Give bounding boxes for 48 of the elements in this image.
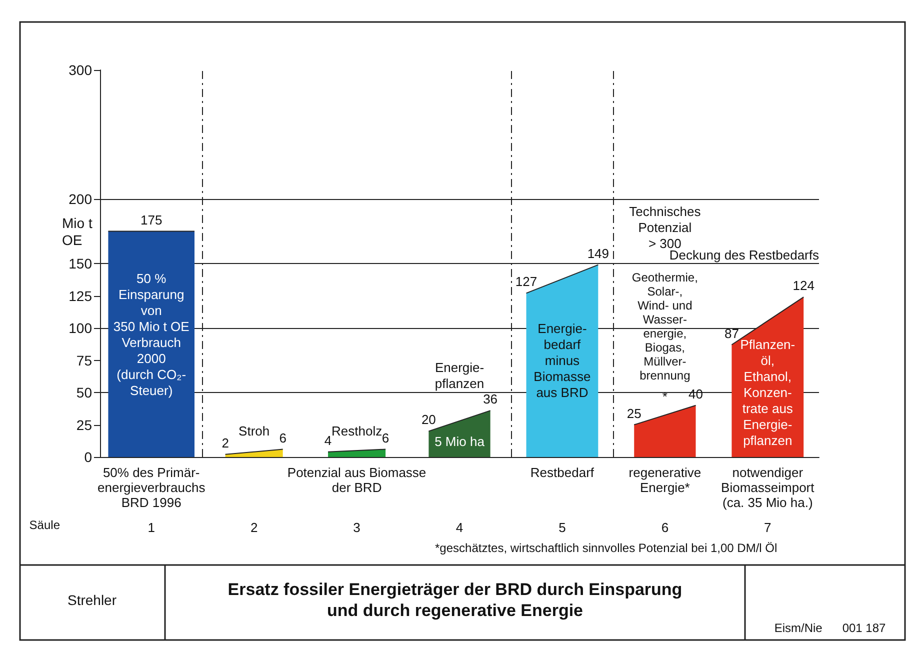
annotation: Energie- bedarf minus Biomasse aus BRD <box>534 320 591 400</box>
y-tick-label: 75 <box>76 352 92 368</box>
data-label: 4 <box>324 432 332 448</box>
data-label: 149 <box>587 246 610 261</box>
y-tick-label: 100 <box>68 320 92 336</box>
data-label: 87 <box>724 326 739 341</box>
annotation: Energie- pflanzen <box>434 360 484 392</box>
x-tick-label: 2 <box>250 520 258 535</box>
text: *geschätztes, wirtschaftlich sinnvolles Potenzial bei 1,00 DM/l Öl <box>435 541 778 555</box>
x-tick-label: 4 <box>456 520 464 535</box>
annotation: 5 Mio ha <box>434 434 486 450</box>
text: Potenzial aus Biomasse der BRD <box>287 465 426 495</box>
annotation: Geothermie, Solar-, Wind- und Wasser- energie, Biogas, Müllver- brennung <box>632 270 698 383</box>
data-label: 6 <box>279 430 286 446</box>
data-label: 36 <box>483 392 498 407</box>
text: Restbedarf <box>530 465 594 480</box>
data-label: 127 <box>515 274 538 290</box>
annotation: Stroh <box>238 424 270 439</box>
annotation: 50 % Einsparung von 350 Mio t OE Verbrauch 2000 (durch CO₂- Steuer) <box>113 270 190 398</box>
x-axis-title: Säule <box>29 518 60 532</box>
text: notwendiger Biomasseimport (ca. 35 Mio ha.) <box>721 465 815 510</box>
x-tick-label: 5 <box>558 520 566 535</box>
annotation: * <box>662 388 668 404</box>
data-label: 2 <box>222 435 229 450</box>
annotation: Restholz <box>331 424 382 439</box>
data-label: 124 <box>792 278 814 294</box>
data-label: 6 <box>382 430 390 446</box>
y-tick-label: 0 <box>84 449 92 465</box>
y-tick-label: 25 <box>76 416 92 433</box>
text: regenerative Energie* <box>628 465 702 495</box>
x-tick-label: 7 <box>764 520 772 535</box>
y-tick-label: 50 <box>76 384 92 400</box>
x-tick-label: 1 <box>148 520 155 535</box>
y-tick-label: 125 <box>68 288 92 304</box>
data-label: 20 <box>421 412 436 428</box>
y-tick-label: 200 <box>68 191 92 207</box>
data-label: 25 <box>626 406 642 421</box>
y-tick-label: 300 <box>68 62 92 78</box>
annotation: Pflanzen- öl, Ethanol, Konzen- trate aus Energie- pflanzen <box>740 337 796 448</box>
y-axis-title: Mio t OE <box>62 214 92 248</box>
y-tick-label: 150 <box>68 256 92 272</box>
x-tick-label: 3 <box>353 520 360 535</box>
text: Strehler <box>67 592 117 608</box>
text: 50% des Primär- energieverbrauchs BRD 1996 <box>98 465 206 510</box>
text: Ersatz fossiler Energieträger der BRD durch Einsparung und durch regenerative Energie <box>228 580 682 620</box>
data-label: 175 <box>140 212 162 228</box>
x-tick-label: 6 <box>661 520 669 535</box>
text: Eism/Nie 001 187 <box>774 621 886 635</box>
